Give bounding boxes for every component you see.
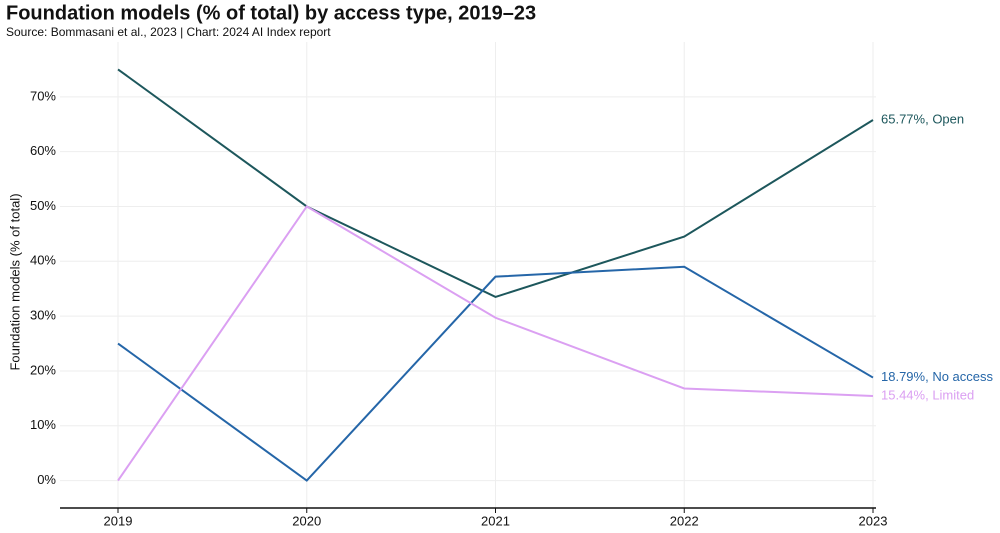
- y-tick-label: 70%: [30, 88, 56, 103]
- value-label: 65.77%, Open: [881, 111, 964, 126]
- y-axis-title: Foundation models (% of total): [7, 193, 22, 370]
- y-tick-label: 20%: [30, 362, 56, 377]
- value-label: 15.44%, Limited: [881, 387, 974, 402]
- y-tick-label: 50%: [30, 198, 56, 213]
- x-tick-label: 2023: [859, 513, 888, 528]
- y-tick-label: 0%: [37, 472, 56, 487]
- x-tick-label: 2021: [481, 513, 510, 528]
- y-tick-label: 40%: [30, 253, 56, 268]
- series-line: [117, 265, 874, 482]
- chart-title: Foundation models (% of total) by access…: [6, 2, 536, 24]
- x-tick-label: 2020: [292, 513, 321, 528]
- series-line: [117, 68, 874, 299]
- series-line: [117, 205, 874, 482]
- chart-subtitle: Source: Bommasani et al., 2023 | Chart: …: [6, 25, 331, 39]
- value-label: 18.79%, No access: [881, 369, 994, 384]
- y-tick-label: 10%: [30, 417, 56, 432]
- y-tick-label: 60%: [30, 143, 56, 158]
- y-tick-label: 30%: [30, 308, 56, 323]
- x-tick-label: 2019: [104, 513, 133, 528]
- x-tick-label: 2022: [670, 513, 699, 528]
